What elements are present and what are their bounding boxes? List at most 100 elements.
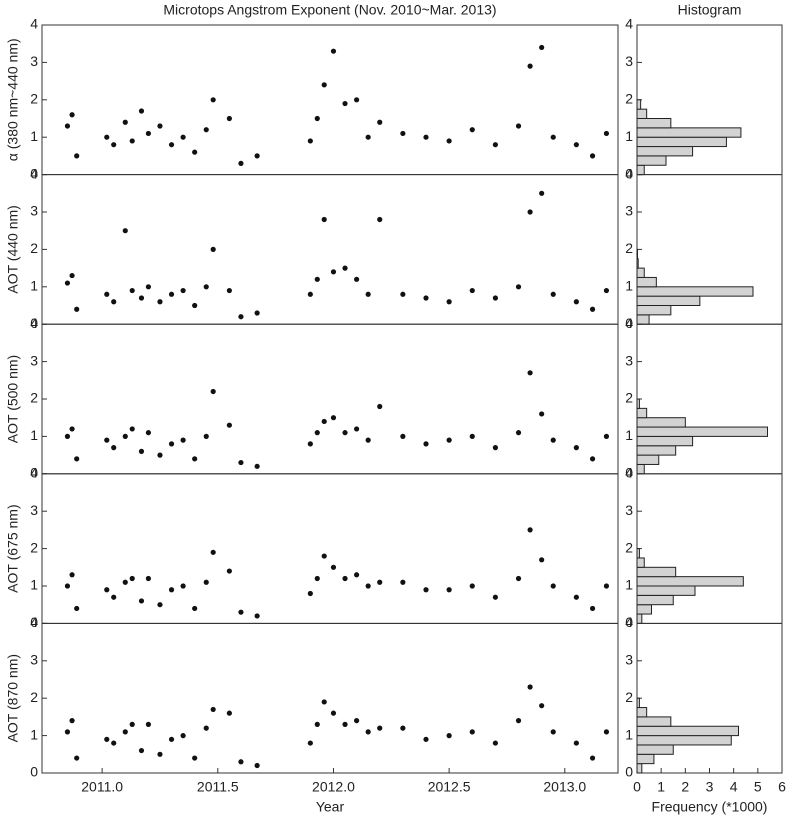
point — [64, 729, 71, 735]
histogram-bar — [636, 548, 640, 559]
point — [254, 762, 260, 769]
point — [603, 433, 610, 439]
point — [342, 265, 348, 271]
histogram-bar — [636, 725, 739, 737]
point — [138, 448, 145, 454]
point — [527, 684, 533, 690]
point — [307, 441, 313, 447]
y-tick-label: 3 — [625, 352, 633, 368]
point — [157, 299, 163, 305]
x-axis-label: Frequency (*1000) — [652, 799, 768, 815]
x-tick-label: 3 — [706, 779, 714, 795]
point — [307, 740, 313, 746]
point — [226, 568, 232, 574]
point — [203, 284, 209, 290]
histogram-bar — [636, 613, 643, 624]
y-tick-label: 0 — [625, 614, 633, 630]
point — [321, 418, 327, 425]
point — [400, 291, 406, 297]
histogram-bar — [636, 566, 677, 578]
point — [104, 291, 110, 297]
point — [157, 602, 163, 608]
y-tick-label: 2 — [30, 240, 38, 256]
point — [321, 553, 327, 559]
point — [69, 426, 75, 432]
point — [423, 295, 429, 301]
y-tick-label: 3 — [30, 53, 38, 69]
histogram-bar — [636, 454, 660, 465]
point — [314, 276, 320, 282]
y-tick-label: 2 — [625, 390, 633, 406]
point — [539, 703, 545, 709]
chart-title: Histogram — [678, 2, 742, 18]
point — [492, 740, 498, 746]
histogram-bar — [636, 108, 648, 120]
point — [400, 579, 406, 585]
point — [64, 433, 71, 439]
point — [469, 583, 475, 589]
histogram-bar — [636, 557, 645, 568]
point — [603, 287, 610, 294]
histogram-bar — [636, 753, 655, 765]
point — [469, 729, 475, 735]
y-tick-label: 3 — [625, 652, 633, 668]
point — [157, 452, 163, 458]
point — [74, 306, 80, 312]
y-tick-label: 0 — [30, 764, 38, 780]
point — [254, 153, 260, 159]
point — [254, 613, 260, 619]
y-tick-label: 4 — [625, 315, 633, 331]
point — [64, 583, 71, 589]
y-tick-label: 4 — [625, 165, 633, 181]
point — [180, 287, 186, 294]
point — [192, 456, 198, 462]
histogram-bar — [636, 155, 667, 166]
point — [527, 63, 533, 69]
point — [122, 228, 128, 234]
x-tick-label: 2012.0 — [312, 779, 355, 795]
point — [210, 706, 216, 713]
point — [330, 48, 337, 54]
histogram-bar — [636, 314, 650, 325]
point — [377, 216, 383, 223]
histogram-bar — [636, 763, 643, 774]
point — [539, 44, 545, 51]
point — [603, 583, 610, 589]
y-axis-label: α (380 nm~440 nm) — [5, 38, 21, 161]
histogram-bar — [636, 164, 645, 176]
point — [104, 437, 110, 443]
point — [254, 463, 260, 469]
point — [446, 437, 452, 443]
point — [69, 272, 75, 279]
histogram-bar — [636, 585, 696, 596]
point — [423, 441, 429, 447]
point — [365, 583, 371, 589]
point — [550, 437, 556, 443]
y-tick-label: 4 — [625, 465, 633, 481]
point — [238, 459, 244, 466]
point — [104, 587, 110, 593]
point — [342, 721, 348, 727]
point — [330, 415, 337, 421]
point — [157, 123, 163, 129]
point — [129, 575, 135, 582]
point — [492, 445, 498, 451]
point — [122, 729, 128, 735]
point — [129, 721, 135, 727]
y-tick-label: 0 — [30, 165, 38, 181]
point — [145, 130, 152, 137]
point — [307, 590, 313, 597]
point — [138, 295, 145, 301]
y-tick-label: 0 — [625, 764, 633, 780]
point — [192, 605, 198, 612]
point — [354, 718, 360, 724]
y-axis-label: AOT (675 nm) — [5, 504, 21, 592]
point — [365, 729, 371, 735]
chart-title: Microtops Angstrom Exponent (Nov. 2010~M… — [163, 2, 496, 18]
plot-frame — [41, 622, 619, 774]
point — [69, 112, 75, 118]
point — [354, 426, 360, 432]
point — [210, 388, 216, 395]
y-tick-label: 0 — [30, 315, 38, 331]
point — [168, 291, 175, 297]
